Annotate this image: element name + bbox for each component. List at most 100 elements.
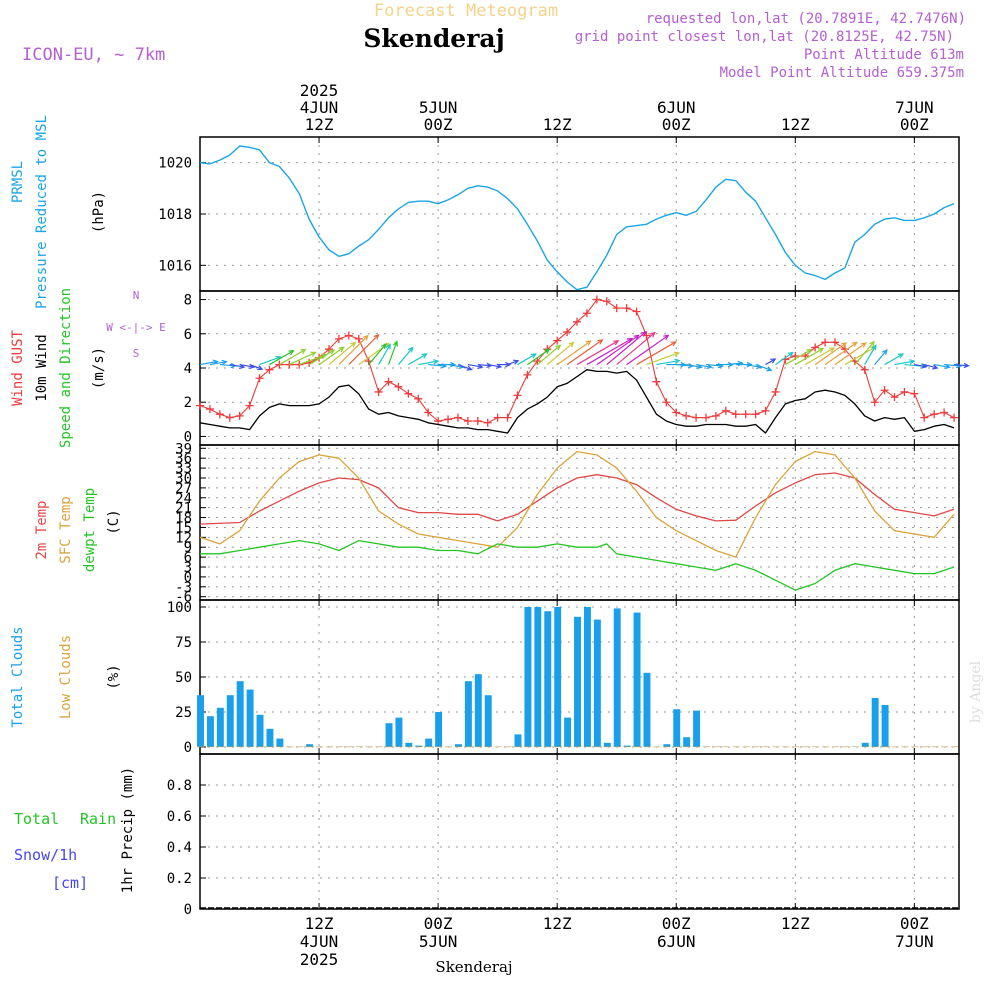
low-cloud-bar [871,746,879,748]
cloud-bar [693,710,701,747]
wind-arrow-shaft [695,363,712,368]
wind-arrow-shaft [546,342,574,366]
wind-arrow-shaft [953,363,969,367]
sfc-temp-line [199,450,955,558]
wind-arrow [566,339,604,366]
low-cloud-bar [673,746,681,748]
wind-arrow-head [385,343,391,350]
low-cloud-bar [802,746,810,748]
gust-point [334,334,343,343]
wind-arrow-head [350,341,357,348]
y-tick-label: 33 [175,461,192,477]
bottom-time-label: 4JUN [300,932,339,951]
gust-point [444,415,453,424]
y-tick-label: 6 [184,327,192,343]
gust-point [424,408,433,417]
panel-pressure-axes: 1016 1018 1020 [158,136,960,292]
cloud-bar [474,674,482,747]
bottom-time-label: 7JUN [895,932,934,951]
y-tick-label: 36 [175,451,192,467]
cloud-bar [197,695,204,747]
wind-arrow [953,362,970,369]
gust-point [751,410,760,419]
wind-arrow [656,358,681,366]
wind-arrow-head [897,353,905,359]
temperature-panel: 2m Temp SFC Temp dewpt Temp (C) [34,488,122,572]
compass-south: S [133,347,140,360]
wind-arrow [844,346,877,366]
wind-arrow-head [392,340,398,347]
wind-arrow-head [513,359,520,365]
wind-arrow-shaft [279,349,306,366]
temp-label-sfc: SFC Temp [58,496,74,563]
low-cloud-bar [951,746,959,748]
wind-arrow-shaft [824,341,858,366]
wind-arrow-shaft [874,349,888,365]
gust-point [324,345,333,354]
cloud-bar [306,744,314,747]
low-cloud-bar [851,746,859,748]
top-time-label: 6JUN [657,98,696,117]
wind-arrow [824,341,858,366]
low-cloud-bar [613,746,621,748]
y-tick-label: 18 [175,511,192,527]
y-tick-label: 0 [184,570,192,586]
y-tick-label: 25 [175,705,192,721]
low-cloud-bar [355,746,363,748]
wind-arrow [814,342,848,366]
y-tick-label: 27 [175,481,192,497]
wind-arrow [418,359,440,366]
wind-arrow-shaft [318,346,344,366]
top-time-label: 5JUN [419,98,458,117]
cloud-bar [534,607,542,747]
low-cloud-bar [812,746,820,748]
bottom-time-label: 00Z [900,914,929,933]
low-cloud-bar [375,746,383,748]
wind-arrow-shaft [636,341,677,366]
y-tick-label: 9 [184,540,192,556]
low-cloud-bar [683,746,691,748]
wind-panel: Wind GUST 10m Wind Speed and Direction (… [10,288,166,448]
gust-point [265,365,274,374]
wind-arrow [507,359,520,366]
wind-arrow [794,347,825,366]
pressure-panel: PRMSL Pressure Reduced to MSL (hPa) [10,115,107,309]
wind-arrow [586,337,634,366]
wind-arrow-shaft [397,347,414,365]
y-tick-label: 100 [167,600,192,616]
gust-point [771,387,780,396]
panel-wind-axes: 0 2 4 6 8 [184,290,960,446]
low-cloud-bar [792,746,800,748]
wind-arrow-head [670,341,677,347]
wind-arrow [884,353,905,366]
wind-arrow [438,361,457,368]
wind-unit: (m/s) [91,347,107,389]
y-tick-label: 4 [184,361,192,377]
wind-arrow-head [585,340,592,346]
wind-arrow-shaft [249,364,263,370]
y-tick-label: 0.2 [167,871,192,887]
wind-arrow-head [597,339,604,345]
top-time-label: 00Z [424,115,453,134]
low-cloud-bar [504,746,512,748]
wind-arrow-shaft [944,363,961,367]
panel-clouds-axes: 0 25 50 75 100 [167,599,960,756]
low-cloud-bar [574,746,581,748]
low-cloud-bar [633,746,641,748]
low-cloud-bar [197,746,204,748]
bottom-time-label: 00Z [662,914,691,933]
wind-arrow-head [568,341,575,348]
bottom-time-label: 12Z [543,914,572,933]
low-cloud-bar [435,746,443,748]
wind-arrow-shaft [864,345,877,365]
wind-arrow-head [727,361,734,368]
wind-arrow-shaft [596,334,639,366]
temp-label-dew: dewpt Temp [82,488,98,572]
low-cloud-bar [335,746,343,748]
wind-arrow-shaft [586,338,633,366]
wind-arrow-shaft [844,346,876,366]
cloud-bar [425,738,433,747]
wind-arrow-shaft [368,343,387,365]
cloud-bar [464,681,472,747]
